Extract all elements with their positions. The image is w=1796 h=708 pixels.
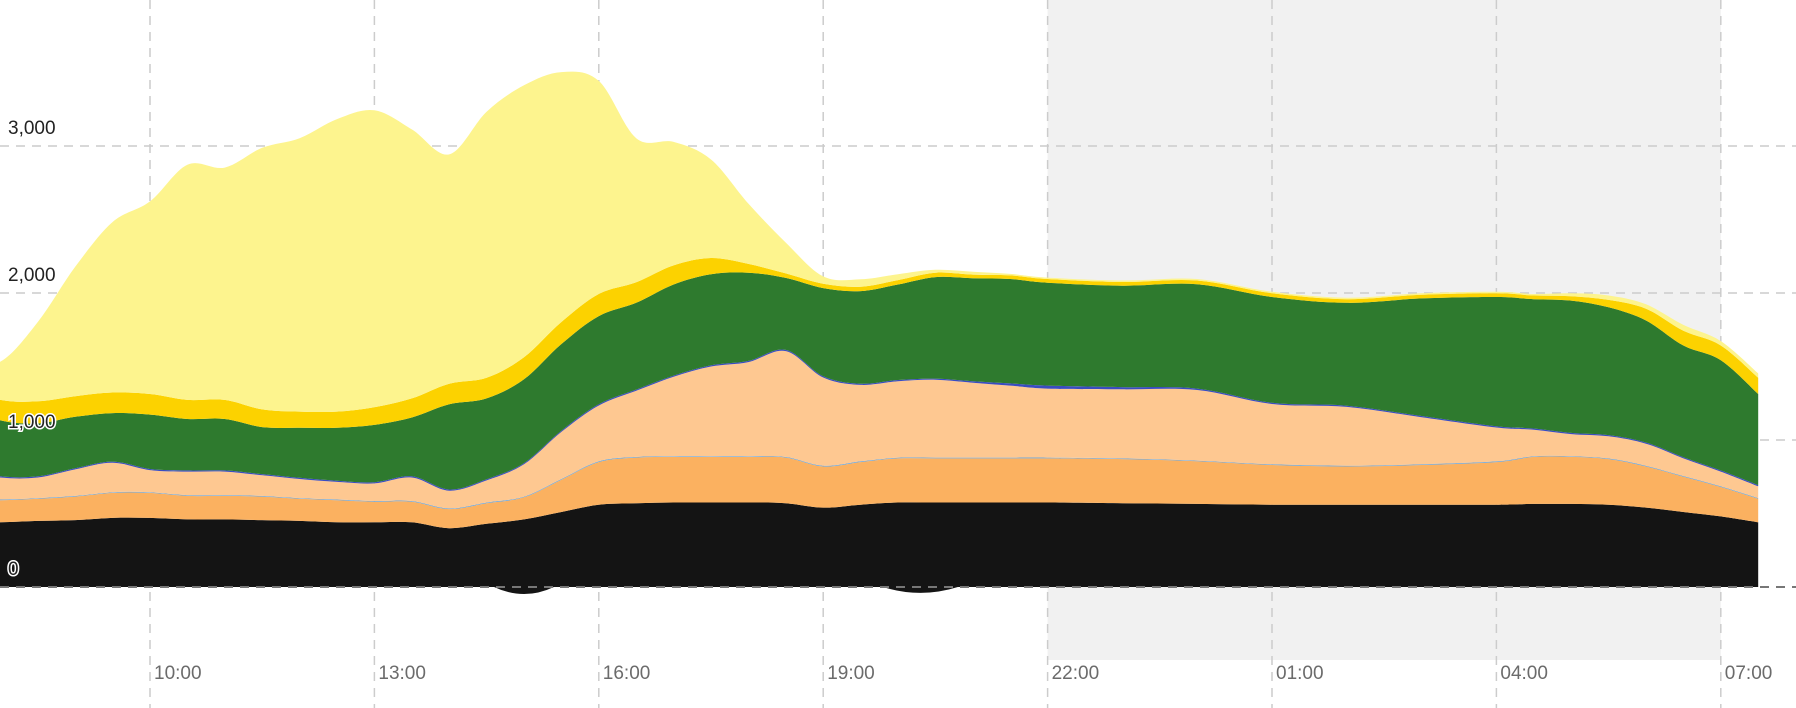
x-tick-label: 19:00 bbox=[827, 663, 875, 684]
x-tick-label: 07:00 bbox=[1725, 663, 1773, 684]
x-tick-label: 01:00 bbox=[1276, 663, 1324, 684]
area-series-4 bbox=[0, 350, 1759, 509]
y-tick-label: 1,000 bbox=[8, 412, 56, 433]
y-tick-label: 2,000 bbox=[8, 265, 56, 286]
area-series-2 bbox=[0, 456, 1759, 529]
x-tick-label: 13:00 bbox=[378, 663, 426, 684]
y-tick-label: 0 bbox=[8, 559, 19, 580]
x-tick-label: 16:00 bbox=[603, 663, 651, 684]
x-tick-label: 04:00 bbox=[1500, 663, 1548, 684]
area-series-7 bbox=[0, 257, 1759, 429]
area-series-1 bbox=[0, 502, 1759, 588]
y-tick-label: 3,000 bbox=[8, 118, 56, 139]
area-series-8 bbox=[0, 71, 1759, 413]
negative-dip-2 bbox=[883, 587, 958, 593]
x-tick-label: 22:00 bbox=[1052, 663, 1100, 684]
area-series-6 bbox=[0, 272, 1759, 490]
negative-dip-1 bbox=[494, 587, 554, 595]
x-tick-label: 10:00 bbox=[154, 663, 202, 684]
